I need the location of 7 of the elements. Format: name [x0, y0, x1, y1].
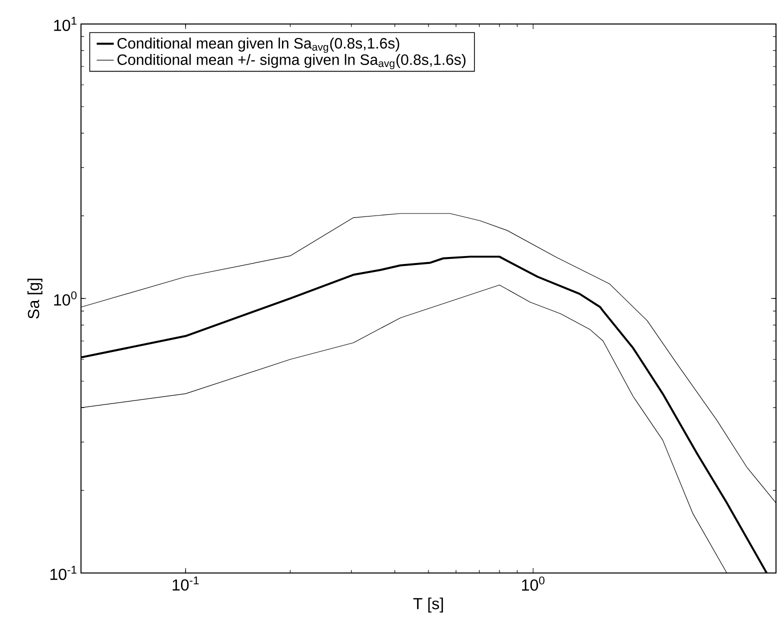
- x-axis-title: T [s]: [413, 598, 443, 612]
- legend-label: Conditional mean given ln Sa$_{avg}$(0.8s,1.6s): [117, 38, 400, 53]
- y-tick-label: 10$^{-1}$: [50, 566, 76, 580]
- y-axis-title: Sa [g]: [27, 278, 42, 319]
- legend-label: Conditional mean +/- sigma given ln Sa$_{avg}$(0.8s,1.6s): [117, 54, 466, 70]
- y-tick-label: 10$^{0}$: [54, 291, 77, 306]
- y-tick-label: 10$^{1}$: [54, 16, 76, 32]
